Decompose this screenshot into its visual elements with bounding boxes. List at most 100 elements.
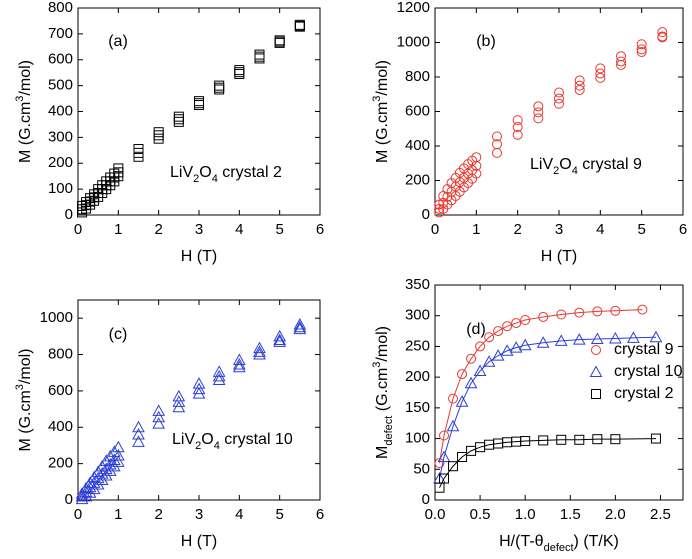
y-tick-label: 200 bbox=[48, 455, 73, 472]
panel-label: (b) bbox=[476, 33, 496, 50]
marker bbox=[650, 433, 661, 444]
marker bbox=[253, 345, 266, 357]
marker bbox=[475, 341, 486, 352]
x-tick-label: 1 bbox=[114, 221, 122, 238]
marker bbox=[132, 420, 145, 433]
marker bbox=[556, 434, 567, 445]
text-part: crystal 9 bbox=[578, 156, 642, 173]
y-tick-label: 0 bbox=[422, 491, 430, 508]
y-tick-label: 0 bbox=[422, 206, 430, 223]
y-tick-label: 200 bbox=[405, 368, 430, 385]
y-tick-label: 400 bbox=[48, 102, 73, 119]
marker bbox=[533, 113, 544, 124]
panel-label: (d) bbox=[466, 321, 486, 338]
marker bbox=[113, 171, 124, 182]
marker bbox=[637, 304, 648, 315]
y-tick-label: 1000 bbox=[40, 309, 73, 326]
marker bbox=[533, 101, 544, 112]
legend-label: crystal 10 bbox=[614, 363, 683, 380]
marker bbox=[627, 331, 640, 343]
marker bbox=[512, 122, 523, 133]
fit-line bbox=[439, 336, 656, 479]
marker bbox=[491, 349, 505, 361]
x-tick-label: 5 bbox=[275, 506, 283, 523]
panel-label: (a) bbox=[108, 33, 128, 50]
y-tick-label: 400 bbox=[405, 137, 430, 154]
marker bbox=[502, 321, 513, 332]
legend-label: crystal 2 bbox=[614, 385, 674, 402]
marker bbox=[492, 147, 502, 158]
x-tick-label: 0.5 bbox=[470, 506, 491, 523]
y-tick-label: 0 bbox=[65, 491, 73, 508]
marker bbox=[111, 440, 125, 453]
x-tick-label: 1 bbox=[472, 221, 480, 238]
text-part: /mol) bbox=[17, 60, 34, 96]
marker bbox=[173, 111, 184, 122]
text-part: 4 bbox=[572, 165, 578, 177]
text-part: LiV bbox=[530, 156, 553, 173]
y-tick-label: 150 bbox=[405, 399, 430, 416]
x-axis-label: H (T) bbox=[181, 533, 217, 550]
x-axis-label: H (T) bbox=[541, 248, 577, 265]
marker bbox=[574, 434, 585, 445]
marker bbox=[448, 461, 459, 472]
y-tick-label: 100 bbox=[405, 430, 430, 447]
marker bbox=[133, 151, 144, 162]
marker bbox=[152, 404, 166, 416]
y-tick-label: 100 bbox=[48, 180, 73, 197]
text-part: M (G.cm bbox=[17, 390, 34, 451]
x-tick-label: 3 bbox=[195, 506, 203, 523]
marker bbox=[492, 131, 502, 142]
x-tick-label: 6 bbox=[316, 221, 324, 238]
text-part: (G.cm bbox=[374, 368, 391, 416]
x-tick-label: 4 bbox=[235, 506, 243, 523]
marker bbox=[538, 311, 549, 322]
marker bbox=[192, 382, 206, 395]
marker bbox=[556, 309, 567, 320]
marker bbox=[609, 331, 622, 344]
x-tick-label: 0 bbox=[74, 506, 82, 523]
marker bbox=[511, 318, 522, 329]
y-axis-label: Mdefect (G.cm3/mol) bbox=[371, 326, 395, 459]
marker bbox=[132, 428, 145, 440]
x-tick-label: 2 bbox=[154, 506, 162, 523]
text-part: /mol) bbox=[374, 60, 391, 96]
x-tick-label: 0 bbox=[74, 221, 82, 238]
text-part: 4 bbox=[212, 173, 218, 185]
text-part: 2 bbox=[195, 440, 201, 452]
marker bbox=[75, 492, 89, 505]
x-tick-label: 6 bbox=[316, 506, 324, 523]
marker bbox=[446, 419, 460, 432]
marker bbox=[439, 430, 450, 441]
y-axis-label: M (G.cm3/mol) bbox=[14, 60, 34, 163]
marker bbox=[254, 53, 265, 64]
y-tick-label: 400 bbox=[48, 418, 73, 435]
marker bbox=[538, 435, 549, 446]
marker bbox=[234, 68, 245, 79]
y-tick-label: 350 bbox=[405, 276, 430, 293]
x-tick-label: 0 bbox=[431, 221, 439, 238]
text-part: 2 bbox=[553, 165, 559, 177]
marker bbox=[493, 326, 504, 337]
marker bbox=[254, 49, 265, 60]
y-tick-label: 200 bbox=[48, 154, 73, 171]
marker bbox=[616, 56, 626, 67]
marker bbox=[273, 335, 287, 347]
marker bbox=[657, 32, 668, 43]
x-tick-label: 2.0 bbox=[605, 506, 626, 523]
legend-marker bbox=[591, 389, 601, 399]
y-tick-label: 1000 bbox=[397, 33, 430, 50]
legend-marker bbox=[589, 365, 603, 377]
y-tick-label: 50 bbox=[413, 460, 430, 477]
marker bbox=[437, 450, 451, 462]
marker bbox=[657, 27, 668, 38]
text-part: LiV bbox=[172, 431, 195, 448]
y-tick-label: 600 bbox=[48, 51, 73, 68]
text-part: crystal 10 bbox=[220, 431, 293, 448]
marker bbox=[574, 307, 585, 318]
plot-frame bbox=[434, 284, 684, 501]
marker bbox=[592, 434, 603, 445]
marker bbox=[439, 473, 450, 484]
marker bbox=[111, 455, 125, 467]
x-tick-label: 6 bbox=[679, 221, 687, 238]
